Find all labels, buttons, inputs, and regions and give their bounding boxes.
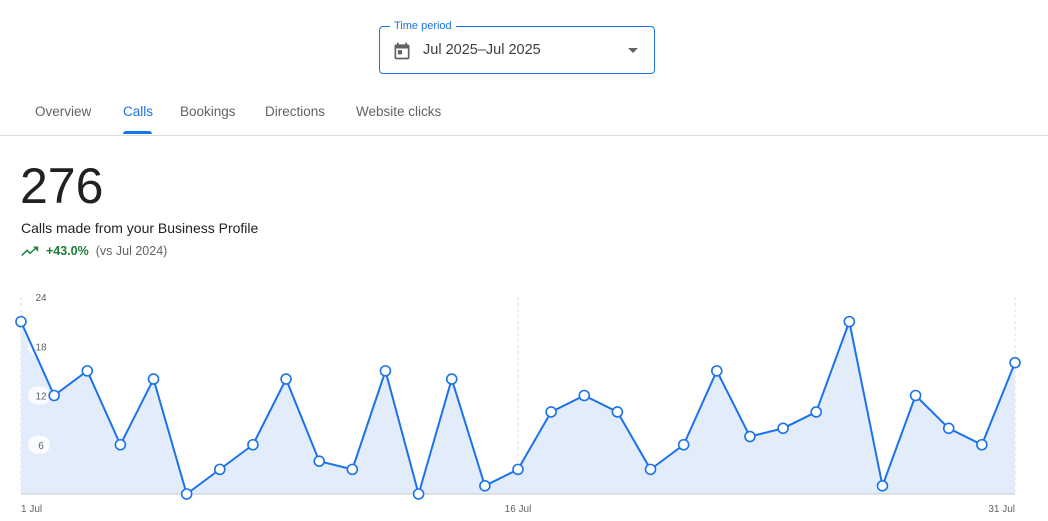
data-point-31 [1009, 356, 1021, 369]
data-point-14 [445, 373, 458, 385]
data-point-5 [147, 373, 160, 385]
data-point-6 [180, 488, 193, 500]
tab-bookings[interactable]: Bookings [180, 104, 236, 119]
data-point-20 [644, 463, 657, 476]
data-point-13 [412, 488, 425, 500]
data-point-3 [81, 365, 94, 377]
metric-tabs: Overview Calls Bookings Directions Websi… [0, 90, 1048, 136]
tab-website-clicks[interactable]: Website clicks [356, 104, 442, 119]
data-point-17 [545, 406, 557, 418]
y-tick-bg-3 [28, 435, 50, 454]
data-point-8 [247, 438, 259, 451]
data-point-18 [578, 389, 591, 402]
y-tick-bg-0 [28, 288, 50, 306]
metric-value: 276 [20, 158, 104, 214]
tab-calls[interactable]: Calls [123, 104, 154, 119]
metric-description: Calls made from your Business Profile [21, 220, 259, 236]
x-tick-label-1: 16 Jul [505, 504, 532, 515]
y-tick-label-1: 18 [35, 342, 47, 353]
dropdown-arrow-icon[interactable] [628, 48, 638, 53]
data-point-1 [15, 315, 27, 328]
data-point-28 [909, 389, 922, 402]
data-point-11 [346, 463, 359, 476]
tab-overview[interactable]: Overview [35, 104, 92, 119]
calendar-icon [394, 42, 410, 60]
data-point-7 [214, 463, 226, 476]
data-point-24 [777, 422, 789, 435]
y-tick-label-2: 12 [35, 392, 47, 403]
time-period-label: Time period [390, 19, 456, 33]
x-tick-label-0: 1 Jul [21, 504, 42, 515]
y-tick-label-0: 24 [35, 293, 47, 304]
data-point-21 [677, 438, 690, 451]
data-point-25 [810, 406, 823, 418]
time-period-select[interactable]: Time period Jul 2025–Jul 2025 [379, 19, 655, 74]
data-point-23 [744, 430, 756, 443]
data-point-10 [313, 455, 326, 467]
time-period-value: Jul 2025–Jul 2025 [423, 42, 541, 58]
x-tick-label-2: 31 Jul [988, 504, 1015, 515]
data-point-26 [843, 315, 856, 328]
data-point-12 [379, 365, 392, 377]
active-tab-indicator [123, 131, 152, 134]
y-tick-bg-2 [28, 386, 50, 405]
trend-comparison: (vs Jul 2024) [95, 244, 168, 258]
data-point-16 [512, 463, 524, 476]
data-point-19 [611, 406, 624, 418]
metric-trend: +43.0% (vs Jul 2024) [21, 244, 167, 258]
data-point-4 [114, 438, 127, 451]
series-area [21, 321, 1015, 494]
trending-up-icon [21, 246, 39, 257]
trend-percentage: +43.0% [46, 244, 89, 258]
tab-directions[interactable]: Directions [265, 104, 326, 119]
data-point-15 [479, 479, 491, 492]
data-point-27 [876, 479, 889, 492]
y-tick-label-3: 6 [38, 441, 44, 452]
data-point-2 [48, 389, 60, 402]
calls-chart: 24 18 12 6 1 Jul 16 Jul 31 Jul [15, 288, 1021, 515]
data-point-9 [280, 373, 292, 385]
data-point-30 [976, 438, 988, 451]
data-point-29 [942, 422, 955, 435]
data-point-22 [710, 365, 723, 377]
